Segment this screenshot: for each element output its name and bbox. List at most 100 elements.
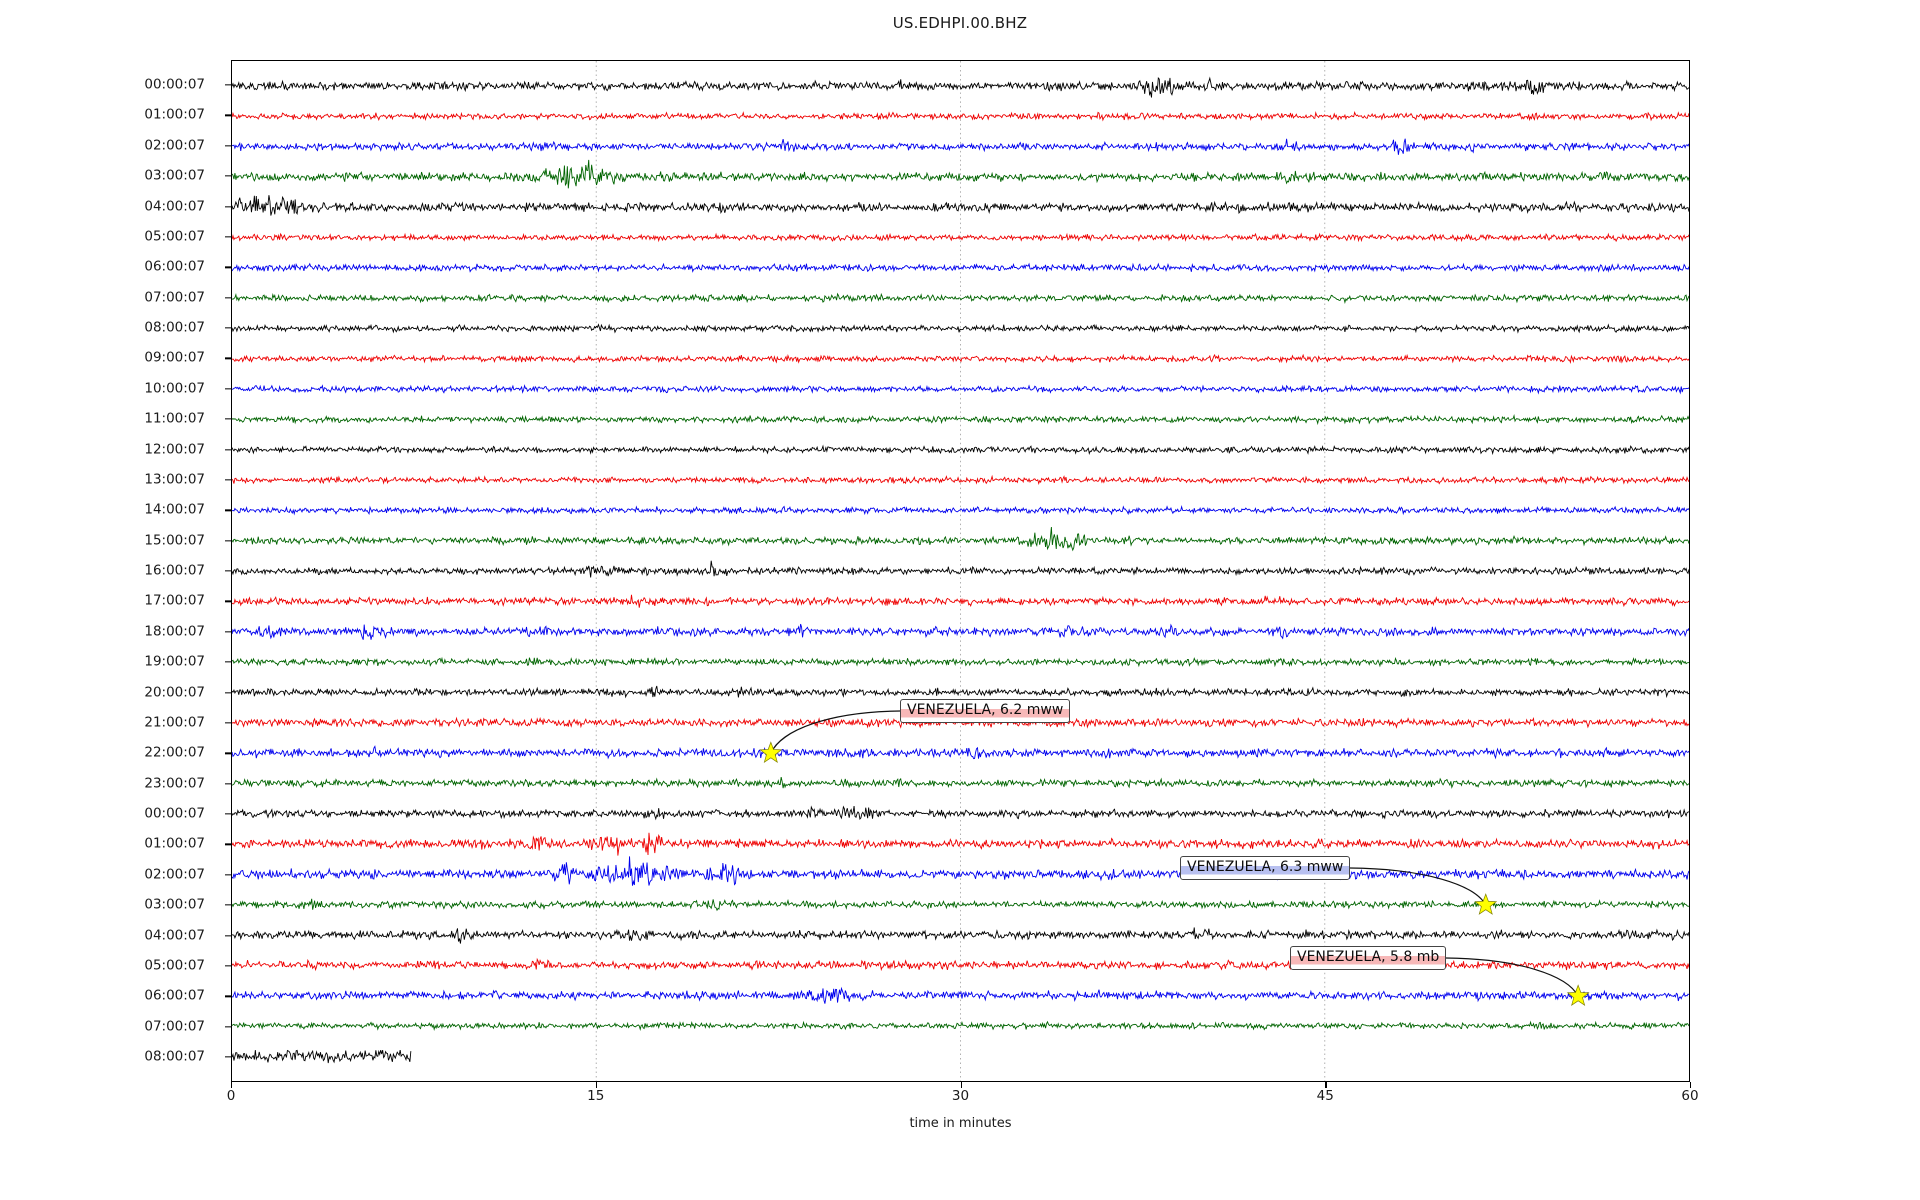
x-axis-tick-mark <box>1690 1082 1692 1088</box>
y-axis-tick-label: 06:00:07 <box>144 258 205 275</box>
y-axis-tick-mark <box>225 205 231 208</box>
y-axis-tick-mark <box>225 934 231 937</box>
y-axis-tick-mark <box>225 843 231 846</box>
y-axis-tick-label: 16:00:07 <box>144 562 205 579</box>
y-axis-tick-label: 09:00:07 <box>144 349 205 366</box>
waveform-trace <box>232 292 1689 305</box>
waveform-trace <box>232 1020 1689 1032</box>
waveform-trace <box>232 323 1689 334</box>
y-axis-tick-label: 21:00:07 <box>144 714 205 731</box>
plot-axes <box>231 60 1690 1082</box>
y-axis-tick-mark <box>225 661 231 663</box>
x-axis-tick-mark <box>1325 1082 1327 1088</box>
y-axis-tick-label: 11:00:07 <box>144 410 205 427</box>
waveform-trace <box>232 444 1689 456</box>
y-axis-tick-mark <box>225 357 231 360</box>
waveform-trace <box>232 413 1689 426</box>
y-axis-tick-label: 00:00:07 <box>144 805 205 822</box>
y-axis-tick-label: 06:00:07 <box>144 987 205 1004</box>
waveform-trace <box>232 262 1689 273</box>
x-axis-tick-label: 0 <box>226 1088 236 1104</box>
y-axis-tick-label: 02:00:07 <box>144 137 205 153</box>
y-axis-tick-label: 15:00:07 <box>144 531 205 548</box>
waveform-trace <box>232 832 1689 856</box>
waveform-trace <box>232 560 1689 578</box>
y-axis-tick-mark <box>225 418 231 420</box>
y-axis-tick-label: 20:00:07 <box>144 683 205 700</box>
x-axis-tick-label: 15 <box>587 1088 605 1104</box>
waveform-trace <box>232 138 1689 155</box>
waveform-trace <box>232 76 1689 98</box>
y-axis-tick-mark <box>225 965 231 967</box>
y-axis-tick-mark <box>225 1025 231 1028</box>
x-axis-tick-label: 60 <box>1681 1088 1699 1104</box>
waveform-trace <box>232 594 1689 608</box>
y-axis-tick-mark <box>225 266 231 268</box>
y-axis-tick-labels: 00:00:07 01:00:07 02:00:07 03:00:07 04:00:07… <box>0 60 221 1082</box>
waveform-trace <box>232 353 1689 364</box>
waveform-trace <box>232 1049 412 1064</box>
y-axis-tick-label: 13:00:07 <box>144 471 205 488</box>
y-axis-tick-mark <box>225 1056 231 1058</box>
y-axis-tick-mark <box>225 782 231 785</box>
y-axis-tick-mark <box>225 236 231 238</box>
y-axis-tick-mark <box>225 813 231 815</box>
waveform-trace <box>232 505 1689 516</box>
waveform-trace <box>232 898 1689 912</box>
y-axis-tick-mark <box>225 327 231 329</box>
y-axis-tick-mark <box>225 114 231 117</box>
y-axis-tick-label: 07:00:07 <box>144 288 205 305</box>
y-axis-tick-label: 19:00:07 <box>144 653 205 670</box>
y-axis-tick-label: 17:00:07 <box>144 592 205 609</box>
y-axis-tick-label: 02:00:07 <box>144 866 205 882</box>
page-title: US.EDHPI.00.BHZ <box>892 14 1028 32</box>
y-axis-tick-mark <box>225 539 231 542</box>
y-axis-tick-mark <box>225 874 231 876</box>
waveform-trace <box>232 745 1689 760</box>
waveform-trace <box>232 526 1689 552</box>
y-axis-tick-label: 01:00:07 <box>144 835 205 852</box>
y-axis-tick-label: 01:00:07 <box>144 106 205 123</box>
y-axis-tick-mark <box>225 296 231 299</box>
y-axis-tick-mark <box>225 995 231 997</box>
x-axis-tick-mark <box>231 1082 233 1088</box>
y-axis-tick-label: 22:00:07 <box>144 744 205 761</box>
y-axis-tick-mark <box>225 479 231 481</box>
waveform-trace <box>232 805 1689 821</box>
y-axis-tick-mark <box>225 570 231 572</box>
y-axis-tick-mark <box>225 722 231 724</box>
y-axis-tick-label: 05:00:07 <box>144 957 205 974</box>
waveform-trace <box>232 195 1689 216</box>
y-axis-tick-label: 12:00:07 <box>144 440 205 457</box>
y-axis-tick-mark <box>225 388 231 390</box>
y-axis-tick-label: 10:00:07 <box>144 380 205 396</box>
waveform-trace <box>232 623 1689 640</box>
y-axis-tick-label: 04:00:07 <box>144 197 205 214</box>
waveform-trace <box>232 776 1689 789</box>
y-axis-tick-mark <box>225 600 231 603</box>
y-axis-tick-label: 08:00:07 <box>144 319 205 336</box>
x-axis-label: time in minutes <box>909 1116 1012 1131</box>
waveform-trace <box>232 232 1689 243</box>
y-axis-tick-label: 18:00:07 <box>144 623 205 639</box>
y-axis-tick-label: 03:00:07 <box>144 167 205 184</box>
x-axis-tick-label: 45 <box>1316 1088 1334 1104</box>
y-axis-tick-label: 23:00:07 <box>144 774 205 791</box>
y-axis-tick-mark <box>225 631 231 633</box>
trace-canvas <box>232 61 1689 1081</box>
x-axis-tick-label: 30 <box>951 1088 970 1104</box>
y-axis-tick-label: 08:00:07 <box>144 1048 205 1065</box>
y-axis-tick-mark <box>225 509 231 511</box>
waveform-trace <box>232 685 1689 699</box>
waveform-trace <box>232 384 1689 395</box>
waveform-trace <box>232 474 1689 485</box>
waveform-trace <box>232 159 1689 189</box>
y-axis-tick-mark <box>225 691 231 694</box>
x-axis-tick-mark <box>595 1082 598 1088</box>
y-axis-tick-label: 14:00:07 <box>144 501 205 518</box>
waveform-trace <box>232 927 1689 944</box>
y-axis-tick-label: 07:00:07 <box>144 1017 205 1034</box>
y-axis-tick-mark <box>225 175 231 177</box>
waveform-trace <box>232 111 1689 122</box>
x-axis-tick-mark <box>960 1082 962 1088</box>
